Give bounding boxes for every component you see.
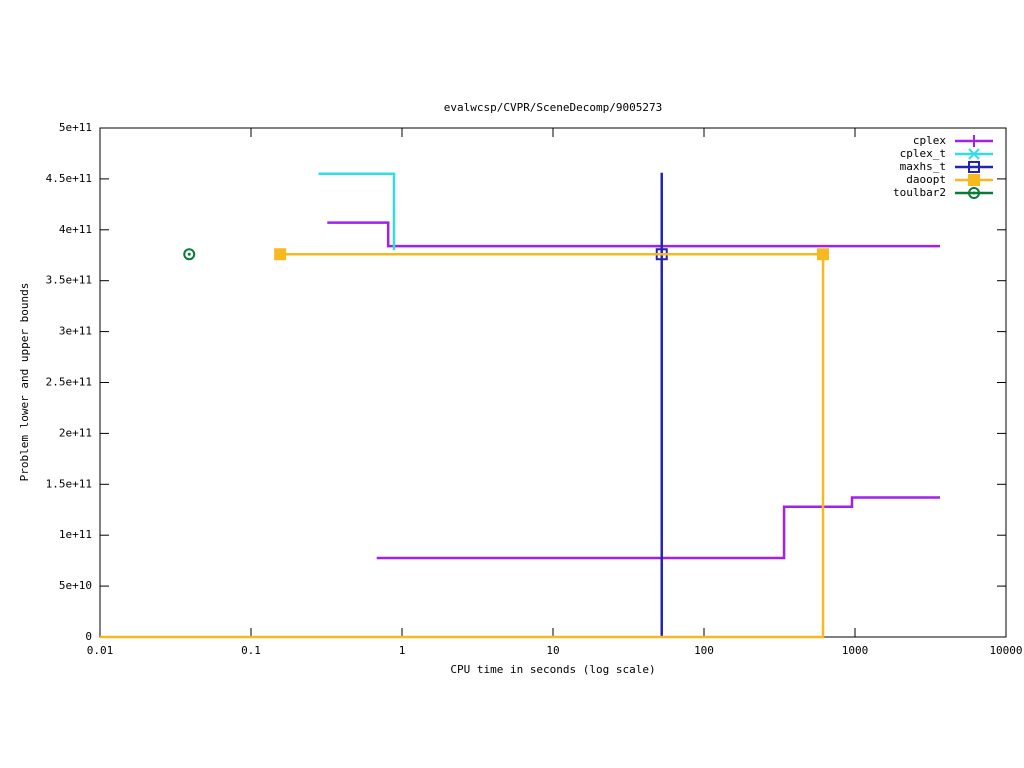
y-tick-label: 2.5e+11	[46, 376, 92, 389]
legend-marker	[968, 174, 980, 186]
series-line	[318, 172, 396, 251]
point-marker	[183, 248, 196, 261]
x-tick-label: 10000	[989, 644, 1022, 657]
x-tick-label: 1000	[842, 644, 869, 657]
legend-label: daoopt	[906, 173, 946, 186]
x-axis-label: CPU time in seconds (log scale)	[450, 663, 655, 676]
marker-dot	[972, 191, 976, 195]
point-marker	[274, 248, 287, 261]
legend-label: cplex_t	[900, 147, 946, 160]
y-tick-label: 4.5e+11	[46, 172, 92, 185]
x-tick-label: 0.01	[87, 644, 114, 657]
legend-marker	[968, 187, 980, 199]
x-tick-label: 10	[546, 644, 559, 657]
y-tick-label: 1.5e+11	[46, 477, 92, 490]
series-line	[100, 252, 825, 639]
y-tick-label: 5e+11	[59, 121, 92, 134]
y-tick-label: 2e+11	[59, 426, 92, 439]
y-tick-label: 3.5e+11	[46, 274, 92, 287]
marker-dot	[187, 252, 191, 256]
legend-marker	[968, 135, 980, 147]
plot-border	[99, 127, 1007, 638]
series-line	[327, 221, 941, 560]
y-tick-label: 3e+11	[59, 325, 92, 338]
point-marker	[817, 248, 830, 261]
x-tick-label: 0.1	[241, 644, 261, 657]
chart-title: evalwcsp/CVPR/SceneDecomp/9005273	[444, 101, 663, 114]
legend-label: cplex	[913, 134, 946, 147]
y-tick-label: 4e+11	[59, 223, 92, 236]
y-axis-label: Problem lower and upper bounds	[18, 283, 31, 482]
legend-marker	[968, 148, 980, 160]
legend-label: maxhs_t	[900, 160, 946, 173]
y-tick-label: 1e+11	[59, 528, 92, 541]
legend-label: toulbar2	[893, 186, 946, 199]
y-tick-label: 0	[85, 630, 92, 643]
legend-marker	[968, 161, 980, 173]
x-tick-label: 100	[694, 644, 714, 657]
x-tick-label: 1	[399, 644, 406, 657]
y-tick-label: 5e+10	[59, 579, 92, 592]
